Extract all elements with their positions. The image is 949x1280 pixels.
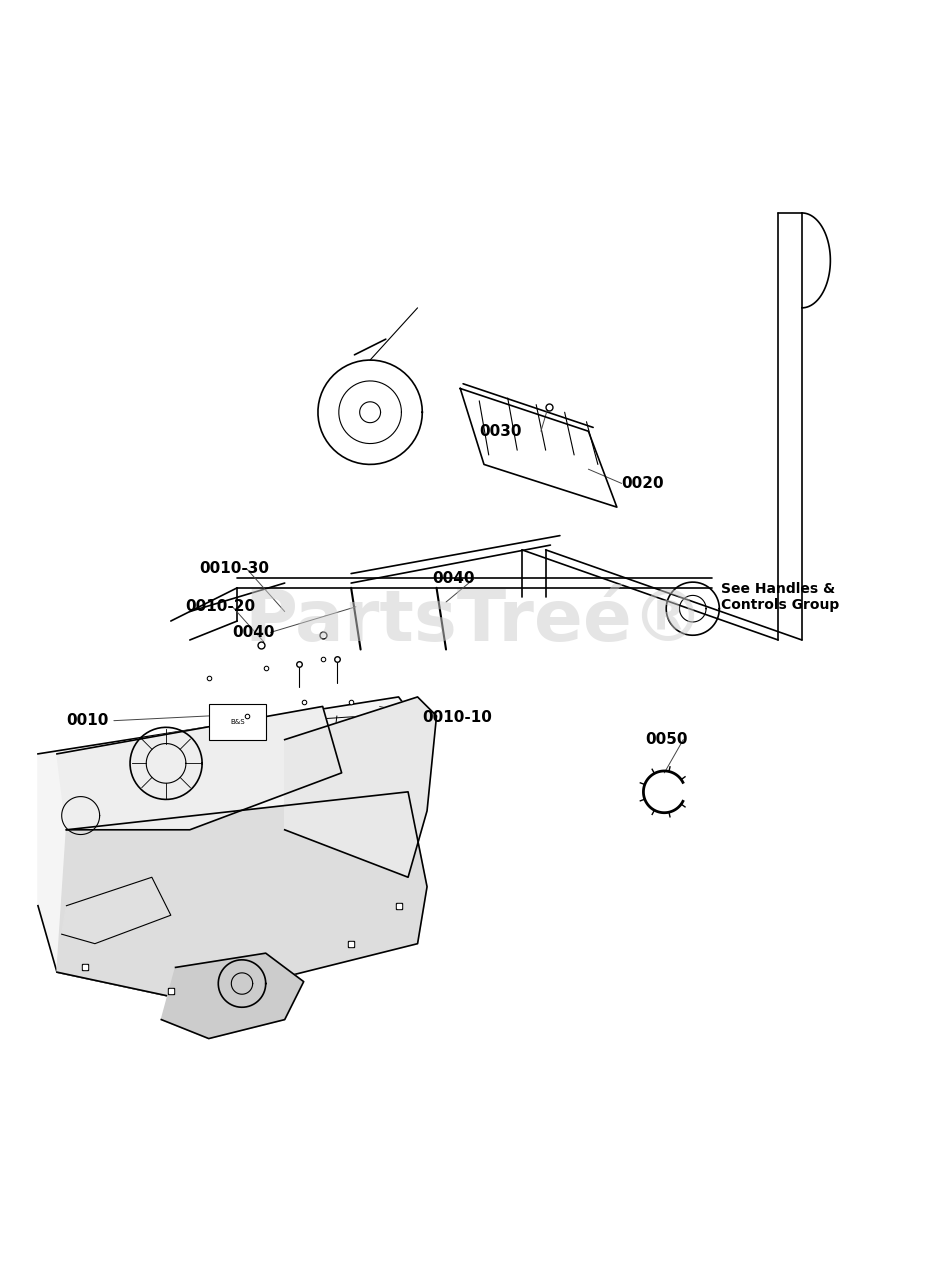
Polygon shape bbox=[285, 696, 437, 877]
Polygon shape bbox=[62, 877, 171, 943]
Text: 0010-20: 0010-20 bbox=[185, 599, 255, 614]
Text: 0010: 0010 bbox=[66, 713, 109, 728]
Text: 0050: 0050 bbox=[645, 732, 688, 748]
Text: 0010-30: 0010-30 bbox=[199, 562, 270, 576]
Polygon shape bbox=[460, 389, 617, 507]
Text: 0030: 0030 bbox=[479, 424, 522, 439]
Text: PartsTreé®: PartsTreé® bbox=[245, 586, 704, 655]
Polygon shape bbox=[57, 792, 427, 1001]
Text: See Handles &
Controls Group: See Handles & Controls Group bbox=[721, 582, 840, 612]
Text: 0020: 0020 bbox=[622, 476, 664, 492]
Text: 0040: 0040 bbox=[432, 571, 474, 586]
Polygon shape bbox=[57, 707, 342, 829]
Polygon shape bbox=[38, 696, 427, 1001]
Text: B&S: B&S bbox=[230, 718, 245, 724]
Polygon shape bbox=[161, 954, 304, 1038]
Text: 0010-10: 0010-10 bbox=[422, 710, 493, 726]
Text: 0040: 0040 bbox=[233, 625, 275, 640]
Bar bbox=[209, 704, 266, 740]
